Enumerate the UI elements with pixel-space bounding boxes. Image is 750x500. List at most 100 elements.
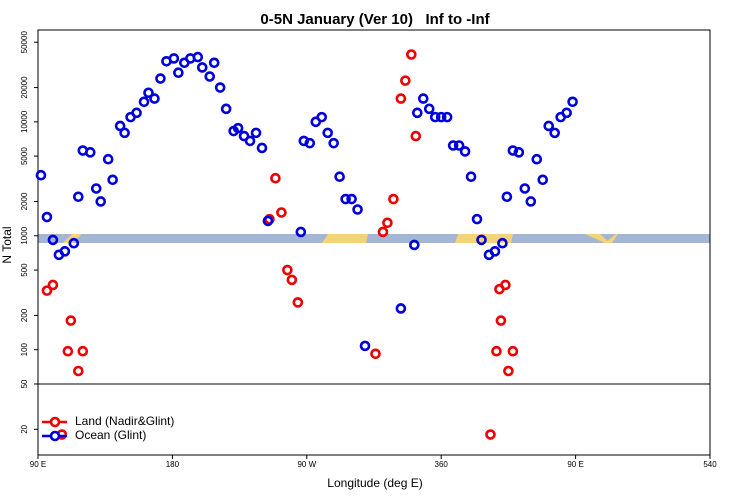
- data-point: [543, 120, 555, 132]
- legend-label: Land (Nadir&Glint): [75, 414, 174, 428]
- data-point: [220, 103, 232, 115]
- x-axis-label: Longitude (deg E): [327, 476, 422, 490]
- legend-marker: [49, 430, 61, 442]
- y-tick-label: 50000: [20, 31, 29, 54]
- y-tick-label: 100: [20, 342, 29, 356]
- surface-band: [38, 234, 710, 243]
- y-tick-label: 1000: [20, 226, 29, 244]
- data-point: [292, 297, 304, 308]
- x-tick-label: 360: [435, 460, 449, 469]
- x-tick-label: 180: [166, 460, 180, 469]
- y-axis-label: N Total: [0, 226, 14, 263]
- data-point: [149, 93, 160, 104]
- data-point: [406, 49, 417, 60]
- y-tick-label: 10000: [20, 110, 29, 133]
- data-point: [41, 211, 53, 223]
- data-point: [531, 153, 543, 165]
- data-point: [90, 183, 102, 194]
- data-point: [537, 174, 549, 186]
- data-point: [250, 127, 262, 139]
- y-tick-label: 200: [20, 308, 29, 322]
- legend-item: Land (Nadir&Glint): [42, 414, 174, 428]
- data-point: [276, 207, 287, 218]
- data-point: [114, 120, 126, 132]
- data-point: [304, 137, 316, 149]
- data-point: [84, 147, 96, 158]
- data-point: [513, 147, 525, 158]
- data-point: [168, 53, 180, 64]
- data-point: [388, 193, 399, 205]
- data-point: [471, 213, 483, 225]
- data-point: [107, 174, 118, 186]
- y-tick-label: 20000: [20, 76, 29, 99]
- data-point: [328, 137, 339, 149]
- legend-label: Ocean (Glint): [75, 428, 146, 442]
- y-tick-label: 5000: [20, 147, 29, 165]
- data-point: [412, 107, 423, 119]
- y-tick-label: 20: [20, 424, 29, 433]
- land-band: [605, 234, 618, 243]
- data-point: [567, 96, 578, 108]
- data-point: [322, 127, 334, 139]
- data-point: [417, 93, 429, 104]
- data-point: [429, 111, 441, 123]
- data-point: [47, 279, 59, 291]
- data-point: [316, 111, 328, 123]
- data-point: [435, 111, 447, 123]
- data-point: [346, 193, 357, 205]
- data-point: [35, 169, 47, 181]
- data-point: [131, 107, 142, 119]
- data-point: [525, 196, 537, 207]
- data-point: [47, 234, 59, 246]
- data-point: [270, 172, 281, 184]
- ocean-band: [38, 234, 710, 243]
- land-band: [585, 234, 610, 243]
- data-point: [196, 62, 208, 73]
- data-point: [495, 315, 507, 326]
- data-point: [382, 217, 393, 229]
- data-point: [208, 57, 220, 69]
- chart-title: 0-5N January (Ver 10) Inf to -Inf: [260, 11, 490, 28]
- data-point: [423, 103, 435, 115]
- data-point: [95, 196, 107, 207]
- x-tick-label: 90 W: [297, 460, 316, 469]
- data-point: [192, 51, 204, 63]
- data-point: [262, 215, 274, 227]
- data-point: [447, 140, 459, 151]
- data-point: [491, 345, 502, 357]
- data-point: [204, 71, 216, 82]
- x-tick-label: 90 E: [567, 460, 583, 469]
- data-point: [41, 285, 53, 296]
- data-point: [138, 96, 150, 108]
- data-point: [497, 237, 508, 249]
- data-point: [465, 171, 477, 182]
- data-point: [503, 365, 514, 377]
- land-band: [322, 234, 368, 243]
- data-point: [459, 146, 471, 157]
- data-point: [519, 183, 531, 194]
- data-point: [334, 171, 345, 182]
- data-point: [68, 237, 80, 249]
- data-point: [400, 75, 411, 86]
- data-point: [500, 279, 511, 291]
- data-point: [549, 127, 560, 139]
- data-point: [295, 226, 307, 238]
- data-point: [73, 191, 84, 203]
- x-tick-label: 540: [703, 460, 717, 469]
- data-point: [485, 429, 496, 440]
- data-point: [282, 264, 293, 276]
- data-point: [119, 127, 130, 139]
- data-point: [59, 246, 71, 257]
- data-point: [377, 226, 389, 238]
- data-point: [256, 142, 268, 154]
- data-point: [286, 274, 298, 286]
- x-tick-label: 90 E: [30, 460, 46, 469]
- y-tick-label: 2000: [20, 192, 29, 210]
- data-point: [507, 145, 519, 156]
- data-point: [173, 67, 184, 78]
- y-tick-label: 500: [20, 263, 29, 277]
- data-point: [77, 345, 89, 357]
- plot-frame: [37, 29, 711, 456]
- data-point: [155, 73, 166, 84]
- data-point: [395, 303, 407, 314]
